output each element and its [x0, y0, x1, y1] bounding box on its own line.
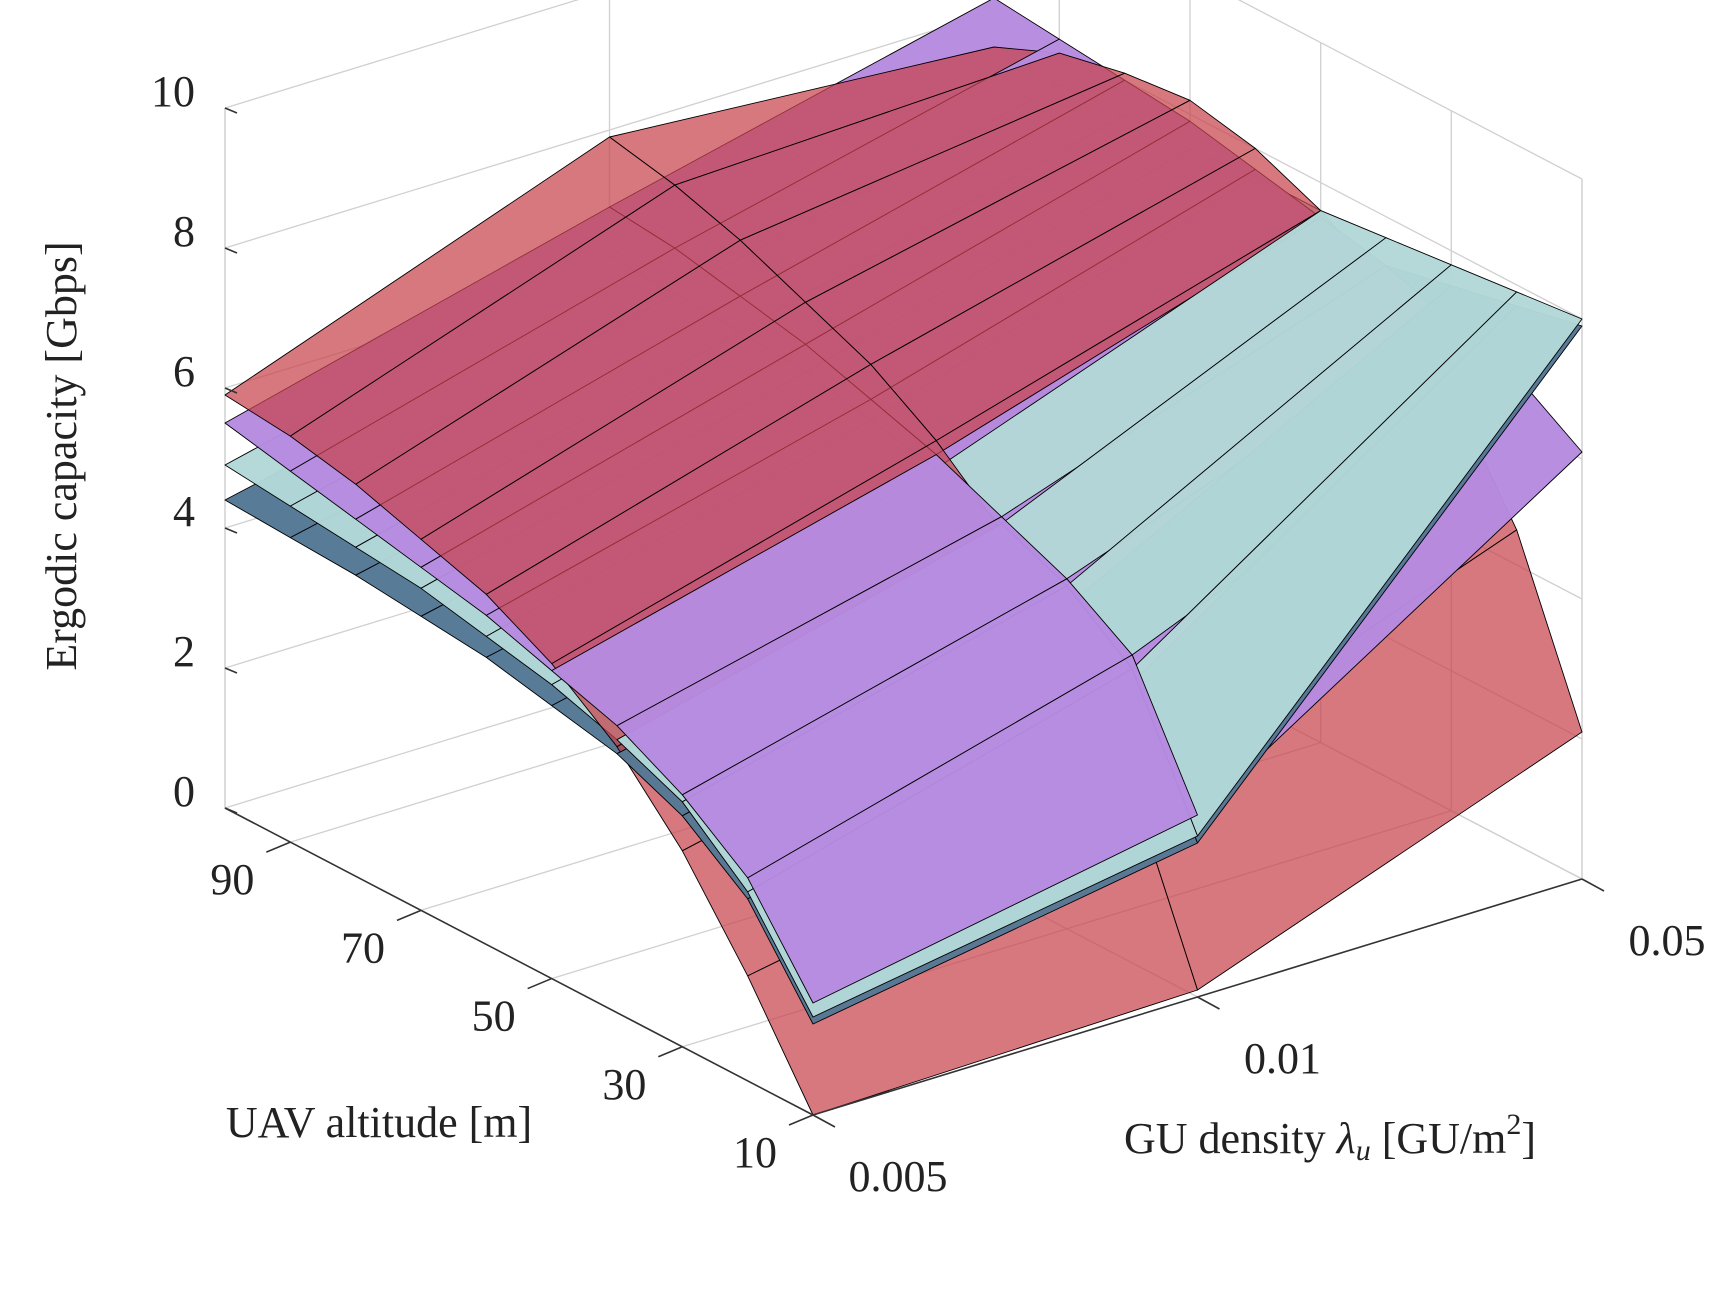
y-tick-label: 50 — [472, 992, 516, 1041]
z-tick-label: 8 — [173, 207, 195, 256]
surfaces — [224, 0, 1583, 1116]
y-tick-label: 70 — [341, 923, 385, 972]
x-tick-label: 0.005 — [849, 1152, 948, 1201]
axes: 0 2 4 6 8 10 10 30 50 70 90 0.005 0.01 0.05 — [151, 67, 1706, 1201]
z-tick — [224, 107, 238, 114]
x-axis-label-part: [GU/m — [1371, 1114, 1507, 1163]
y-tick-label: 10 — [733, 1128, 777, 1177]
z-axis-label: Ergodic capacity [Gbps] — [37, 241, 86, 670]
x-axis-label-part: ] — [1521, 1114, 1536, 1163]
x-tick — [1197, 996, 1220, 1010]
y-tick — [396, 909, 422, 922]
z-tick — [224, 247, 238, 254]
grid-line — [224, 0, 1583, 180]
x-axis-label: GU density λu [GU/m2] — [1124, 1108, 1536, 1167]
y-tick — [266, 841, 291, 853]
x-axis-label-part: GU density — [1124, 1114, 1337, 1163]
x-axis-label-sub: u — [1356, 1134, 1371, 1167]
surface-patch — [747, 654, 1198, 1004]
x-tick — [1581, 878, 1605, 892]
z-tick-label: 2 — [173, 627, 195, 676]
x-axis-label-symbol: λ — [1335, 1114, 1356, 1163]
y-axis-label: UAV altitude [m] — [226, 1098, 532, 1147]
y-tick — [788, 1114, 814, 1126]
z-tick — [224, 527, 238, 534]
y-tick — [658, 1046, 683, 1058]
z-tick-label: 10 — [151, 67, 195, 116]
z-tick — [224, 667, 238, 674]
axis-line — [224, 807, 814, 1116]
x-tick — [812, 1114, 836, 1128]
y-tick-label: 30 — [602, 1060, 646, 1109]
y-tick-label: 90 — [210, 855, 254, 904]
z-tick-label: 0 — [173, 767, 195, 816]
y-tick — [527, 977, 552, 990]
z-tick — [224, 387, 238, 394]
x-axis-label-sup: 2 — [1506, 1108, 1521, 1141]
z-tick-label: 6 — [173, 347, 195, 396]
x-tick-label: 0.05 — [1629, 916, 1706, 965]
z-tick-label: 4 — [173, 487, 195, 536]
z-tick — [224, 807, 238, 814]
x-tick-label: 0.01 — [1244, 1034, 1321, 1083]
